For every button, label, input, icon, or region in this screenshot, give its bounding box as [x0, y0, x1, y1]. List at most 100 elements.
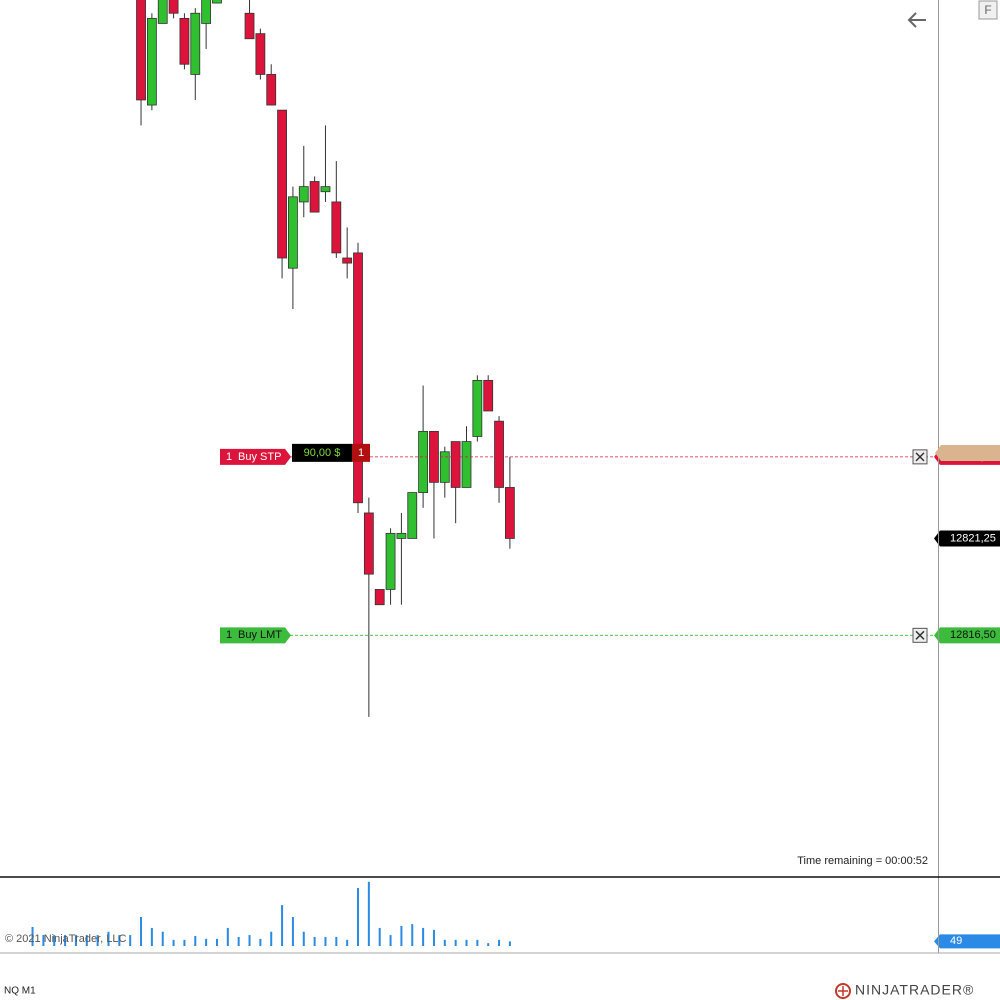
order-quantity: 1	[226, 451, 232, 463]
candle	[179, 13, 190, 70]
candle-body	[277, 109, 287, 259]
candle	[418, 385, 429, 508]
candle	[385, 528, 396, 605]
candle	[277, 109, 287, 279]
volume-bar	[389, 935, 392, 946]
volume-bar	[150, 927, 153, 946]
volume-bar	[194, 936, 197, 946]
volume-pane: 49	[31, 881, 1000, 949]
candle-body	[146, 17, 157, 106]
volume-bar	[270, 931, 273, 946]
volume-bar	[64, 935, 67, 946]
volume-bar	[161, 931, 164, 946]
instrument: NQ M1	[4, 986, 36, 997]
candle	[190, 8, 201, 100]
volume-bar	[237, 936, 240, 946]
candle	[298, 145, 309, 218]
order-price-label: 12816,50	[950, 629, 996, 641]
volume-bar	[215, 938, 218, 946]
candle	[255, 28, 266, 80]
candle	[320, 125, 331, 202]
volume-bar	[42, 935, 45, 946]
candle-body	[201, 0, 212, 24]
volume-bar	[183, 939, 186, 946]
candle-body	[461, 441, 472, 488]
candle	[363, 497, 374, 717]
volume-bar	[378, 927, 381, 946]
panel-button-label[interactable]: F	[984, 3, 991, 17]
candle-body	[439, 451, 450, 483]
brand-logo	[835, 983, 851, 999]
volume-bar	[74, 935, 77, 946]
candle-body	[374, 589, 385, 606]
volume-bar	[302, 931, 305, 946]
candle-body	[266, 74, 277, 106]
volume-bar	[454, 939, 457, 946]
volume-bar	[118, 935, 121, 946]
candle-body	[288, 196, 298, 269]
axes: 12821,25	[934, 530, 1000, 547]
volume-bar	[411, 924, 414, 946]
volume-bar	[357, 887, 360, 946]
volume-bar	[487, 943, 490, 946]
candle-body	[472, 379, 483, 437]
candle	[201, 0, 212, 49]
volume-bar	[367, 881, 370, 946]
candle	[353, 242, 363, 513]
candle-body	[190, 12, 201, 75]
candle	[331, 161, 342, 259]
position-pnl-box	[292, 443, 352, 462]
candle	[396, 512, 407, 605]
candle	[212, 0, 222, 4]
candle-body	[309, 181, 320, 213]
brand: NINJATRADER®	[855, 982, 974, 998]
hidden-price-tag	[935, 445, 1000, 461]
candle-body	[179, 17, 190, 65]
candle-body	[407, 492, 418, 539]
candle-body	[483, 379, 494, 412]
candle-body	[255, 33, 266, 75]
candle	[136, 0, 146, 126]
time-remaining: Time remaining = 00:00:52	[797, 855, 928, 867]
volume-bar	[129, 935, 132, 946]
back-arrow[interactable]	[907, 12, 926, 28]
candle	[429, 430, 439, 539]
volume-bar	[107, 931, 110, 946]
candle	[157, 0, 168, 24]
candle	[342, 227, 353, 279]
panel-button[interactable]	[978, 0, 998, 20]
order-label: Buy STP	[238, 451, 281, 463]
volume-bar	[96, 935, 99, 946]
candle	[288, 186, 298, 309]
candle-body	[504, 487, 515, 539]
candles	[136, 0, 515, 717]
candle-body	[363, 512, 374, 575]
volume-bar	[31, 926, 34, 946]
order: 1 Buy LMT 12816,50	[220, 627, 1000, 644]
order-tag[interactable]	[220, 627, 291, 644]
candle-body	[429, 430, 439, 483]
last-price-tag	[934, 530, 1000, 547]
candle-body	[212, 0, 222, 4]
candle-body	[494, 420, 504, 488]
candle-body	[331, 201, 342, 254]
position-pnl: 90,00 $	[304, 447, 341, 459]
candle	[266, 64, 277, 106]
volume-bar	[248, 935, 251, 946]
order-tag[interactable]	[220, 448, 291, 465]
volume-last-label: 49	[950, 935, 962, 947]
candle	[472, 375, 483, 442]
position-quantity-box[interactable]	[352, 443, 370, 462]
order-cancel-x	[915, 452, 925, 462]
candle	[146, 13, 157, 111]
candle	[374, 589, 385, 606]
candle	[309, 176, 320, 213]
candle-body	[168, 0, 179, 14]
volume-bar	[140, 916, 143, 946]
volume-bar	[335, 936, 338, 946]
volume-bar	[400, 926, 403, 946]
volume-bar	[259, 938, 262, 946]
position-quantity: 1	[358, 447, 364, 459]
